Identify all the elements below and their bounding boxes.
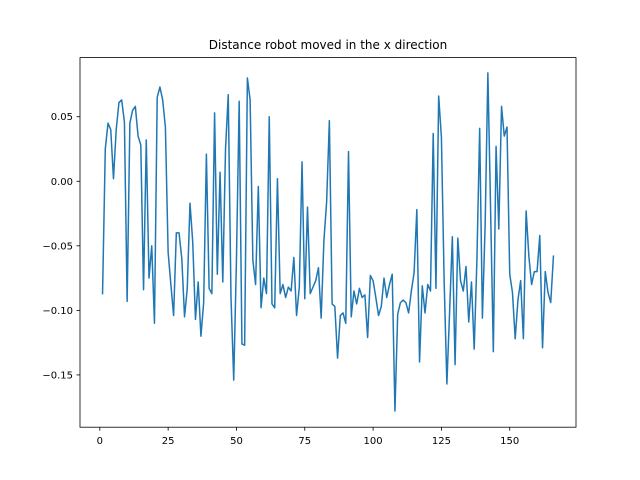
y-tick-label: −0.10 [42,306,73,317]
y-tick-label: −0.15 [42,370,73,381]
x-tick-label: 125 [432,436,451,447]
y-tick-label: 0.05 [51,112,73,123]
y-tick-label: 0.00 [51,177,73,188]
axes-frame [79,57,577,428]
x-tick-label: 25 [162,436,175,447]
series-line-0 [101,72,555,412]
chart-title: Distance robot moved in the x direction [209,38,448,52]
x-tick-label: 0 [97,436,103,447]
plot-area [101,72,555,412]
x-tick-label: 150 [500,436,519,447]
x-tick-label: 75 [298,436,311,447]
x-axis: 0 25 50 75 100 125 150 [97,427,519,447]
x-tick-label: 50 [230,436,243,447]
y-axis: −0.15 −0.10 −0.05 0.00 0.05 [42,112,80,381]
y-tick-label: −0.05 [42,241,73,252]
x-tick-label: 100 [364,436,383,447]
